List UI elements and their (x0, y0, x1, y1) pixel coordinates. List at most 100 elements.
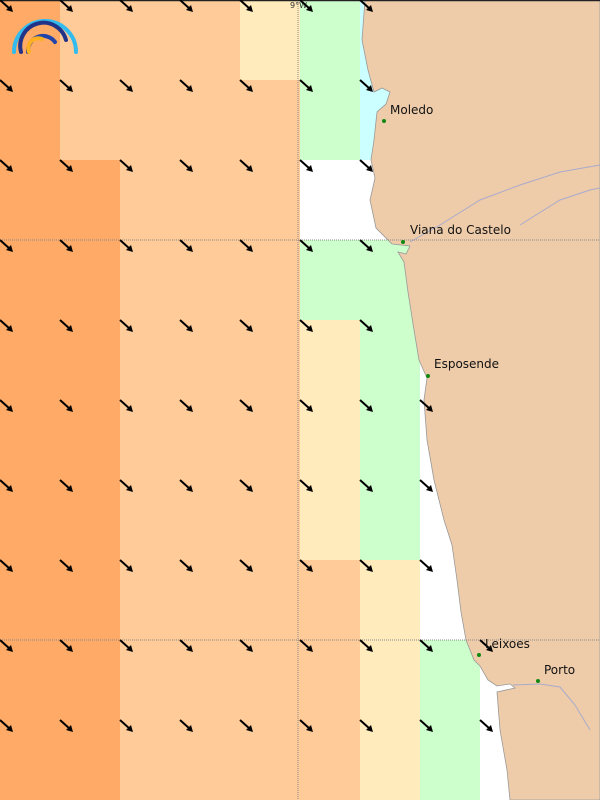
wind-arrow-icon (239, 239, 253, 252)
city-marker (536, 679, 540, 683)
city-label: Viana do Castelo (410, 223, 511, 237)
grid-cell (60, 0, 120, 80)
wind-arrow-icon (359, 559, 373, 572)
wind-arrow-icon (59, 479, 73, 492)
wind-arrow-icon (119, 399, 133, 412)
wind-arrow-icon (59, 319, 73, 332)
grid-cell (0, 320, 60, 400)
grid-cell (180, 480, 240, 560)
wind-arrow-icon (119, 319, 133, 332)
grid-cell (120, 480, 180, 560)
city-label: Esposende (434, 357, 499, 371)
grid-cell (180, 320, 240, 400)
grid-cell (180, 0, 240, 80)
grid-cell (60, 240, 120, 320)
wind-arrow-icon (119, 79, 133, 92)
grid-cell (120, 720, 180, 800)
grid-cell (240, 480, 300, 560)
grid-cell (240, 0, 300, 80)
wind-arrow-icon (359, 319, 373, 332)
wind-arrow-icon (359, 639, 373, 652)
wind-arrow-icon (359, 719, 373, 732)
grid-cell (120, 160, 180, 240)
logo-icon (12, 19, 78, 54)
wind-arrow-icon (299, 479, 313, 492)
grid-cell (120, 640, 180, 720)
wind-arrow-icon (119, 479, 133, 492)
wind-arrow-icon (239, 719, 253, 732)
wind-arrow-icon (419, 639, 433, 652)
river-lima (519, 187, 600, 226)
wind-arrow-icon (359, 239, 373, 252)
grid-cell (300, 400, 360, 480)
wind-arrow-icon (179, 79, 193, 92)
wind-arrow-icon (119, 719, 133, 732)
city-label: Leixoes (485, 637, 530, 651)
grid-cell (0, 160, 60, 240)
grid-cell (360, 720, 420, 800)
wind-arrow-icon (299, 159, 313, 172)
wind-arrow-icon (179, 0, 193, 12)
river-lima-lower (409, 164, 600, 243)
wind-arrow-icon (179, 639, 193, 652)
grid-cell (300, 560, 360, 640)
grid-cell (180, 80, 240, 160)
city-marker (426, 374, 430, 378)
grid-cell (60, 720, 120, 800)
grid-cell (240, 640, 300, 720)
wind-arrow-icon (59, 639, 73, 652)
city-marker (477, 653, 481, 657)
wind-arrow-icon (0, 719, 13, 732)
wind-arrow-icon (59, 0, 73, 12)
grid-cell (180, 720, 240, 800)
grid-cell (300, 480, 360, 560)
wind-arrow-icon (119, 559, 133, 572)
wind-arrow-icon (179, 399, 193, 412)
wind-arrow-icon (59, 159, 73, 172)
wind-arrow-icon (0, 479, 13, 492)
wind-arrow-icon (179, 319, 193, 332)
wind-arrow-icon (419, 559, 433, 572)
wind-arrow-icon (119, 239, 133, 252)
grid-cell (0, 560, 60, 640)
grid-cell (180, 640, 240, 720)
grid-cell (360, 640, 420, 720)
grid-cell (0, 480, 60, 560)
wind-arrow-icon (299, 0, 313, 12)
land-mass (361, 0, 600, 800)
river-douro (512, 683, 591, 731)
wind-arrow-icon (179, 479, 193, 492)
grid-cell (0, 80, 60, 160)
grid-cell (360, 480, 420, 560)
grid-cell (60, 400, 120, 480)
grid-cell (0, 640, 60, 720)
city-marker (382, 119, 386, 123)
wind-arrow-icon (239, 79, 253, 92)
wind-arrow-icon (359, 399, 373, 412)
wind-arrow-icon (419, 719, 433, 732)
wind-arrow-icon (299, 639, 313, 652)
grid-cell (0, 400, 60, 480)
grid-cell (120, 400, 180, 480)
grid-cell (60, 80, 120, 160)
grid-cell (360, 320, 420, 400)
wind-arrow-icon (299, 559, 313, 572)
grid-cell (300, 160, 360, 240)
grid-cell (300, 720, 360, 800)
wind-arrow-icon (239, 559, 253, 572)
grid-cell (60, 640, 120, 720)
grid-cell (120, 80, 180, 160)
wind-arrow-icon (299, 399, 313, 412)
wind-arrow-icon (359, 0, 373, 12)
grid-cell (180, 400, 240, 480)
wind-arrow-icon (0, 399, 13, 412)
wind-arrow-icon (359, 159, 373, 172)
wind-arrow-icon (239, 479, 253, 492)
wind-arrow-icon (179, 239, 193, 252)
grid-cell (60, 160, 120, 240)
grid-cell (180, 160, 240, 240)
wind-arrow-icon (359, 479, 373, 492)
grid-cell (300, 320, 360, 400)
